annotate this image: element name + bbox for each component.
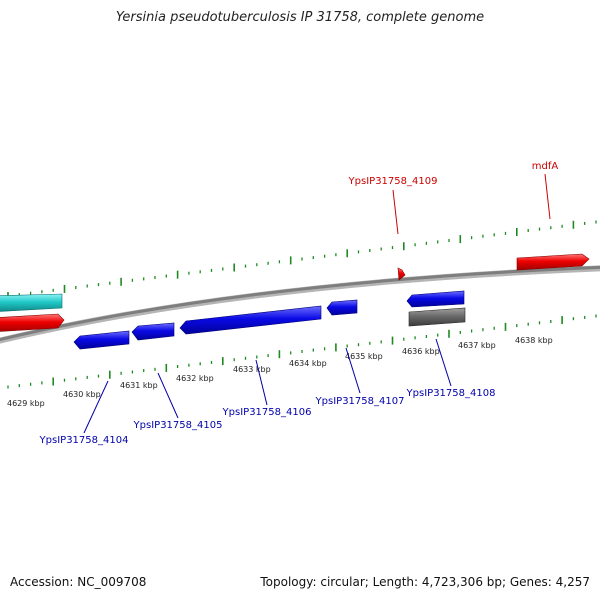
- forward-genes: [0, 253, 590, 332]
- gene-label[interactable]: mdfA: [532, 161, 559, 172]
- gene-arrow[interactable]: [131, 322, 175, 341]
- gene-arrow[interactable]: [406, 290, 465, 308]
- scale-label: 4630 kbp: [63, 390, 101, 399]
- gene-arrow[interactable]: [0, 313, 65, 332]
- scale-label: 4631 kbp: [120, 381, 158, 390]
- scale-label: 4632 kbp: [176, 374, 214, 383]
- gene-leader-lines: [83, 173, 551, 434]
- gene-labels: YpsIP31758_4109 mdfA YpsIP31758_4104 Yps…: [39, 161, 559, 446]
- gene-label[interactable]: YpsIP31758_4108: [406, 388, 496, 399]
- gene-arrow[interactable]: [516, 253, 590, 271]
- gene-arrow[interactable]: [179, 305, 322, 335]
- scale-label: 4629 kbp: [7, 399, 45, 408]
- map-title: Yersinia pseudotuberculosis IP 31758, co…: [115, 10, 485, 25]
- gene-label[interactable]: YpsIP31758_4106: [222, 407, 312, 418]
- gene-arrow[interactable]: [326, 299, 358, 316]
- gene-arrow[interactable]: [397, 267, 406, 281]
- scale-label: 4635 kbp: [345, 352, 383, 361]
- scale-label: 4633 kbp: [233, 365, 271, 374]
- scale-label: 4636 kbp: [402, 347, 440, 356]
- reverse-genes: [73, 290, 466, 350]
- gene-arrow[interactable]: [73, 330, 130, 350]
- gene-label[interactable]: YpsIP31758_4107: [315, 396, 405, 407]
- scale-label: 4638 kbp: [515, 336, 553, 345]
- gene-arrow[interactable]: [408, 307, 466, 327]
- scale-label: 4634 kbp: [289, 359, 327, 368]
- gene-label[interactable]: YpsIP31758_4104: [39, 435, 129, 446]
- gene-label[interactable]: YpsIP31758_4105: [133, 420, 223, 431]
- backbone: [0, 265, 600, 344]
- gene-label[interactable]: YpsIP31758_4109: [348, 176, 438, 187]
- lower-tick-track: [7, 314, 597, 389]
- scale-label: 4637 kbp: [458, 341, 496, 350]
- gene-arrow[interactable]: [0, 293, 63, 312]
- summary-text: Topology: circular; Length: 4,723,306 bp…: [260, 575, 590, 589]
- upper-tick-track: [7, 220, 597, 300]
- scale-labels: 4629 kbp 4630 kbp 4631 kbp 4632 kbp 4633…: [7, 336, 553, 408]
- accession-text: Accession: NC_009708: [10, 575, 147, 589]
